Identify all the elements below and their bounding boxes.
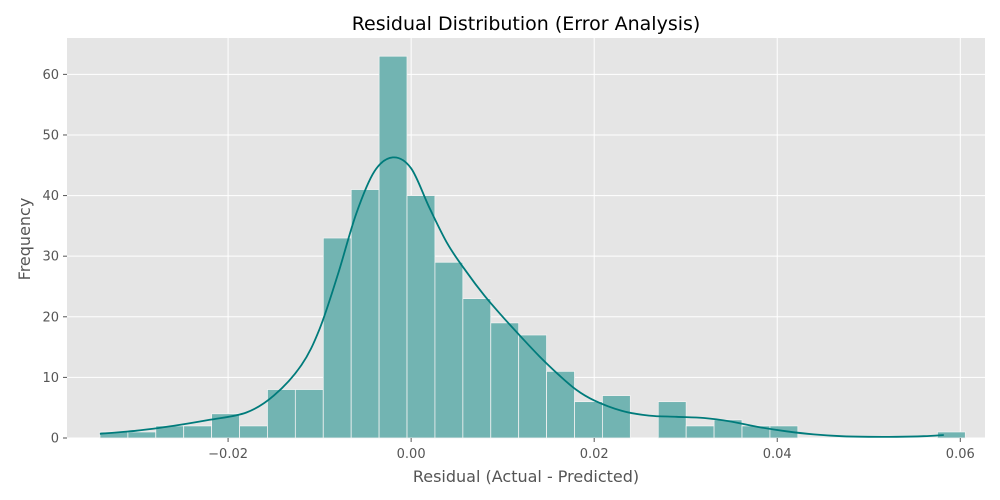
y-tick-label: 10 <box>42 371 59 386</box>
histogram-bar <box>350 189 380 439</box>
histogram-bar <box>434 261 464 439</box>
histogram-bar <box>546 370 575 439</box>
histogram-bar <box>602 395 631 439</box>
histogram-bar <box>183 425 213 439</box>
histogram-bars <box>99 55 966 439</box>
histogram-bar <box>685 425 715 439</box>
axis-ticks: 0 10 20 30 40 50 60 −0.02 0.00 0.02 0.04 0.06 <box>42 68 974 462</box>
x-tick-label: 0.02 <box>580 447 609 462</box>
y-tick-label: 50 <box>42 128 59 143</box>
histogram-bar <box>239 425 268 439</box>
chart-title: Residual Distribution (Error Analysis) <box>352 13 701 35</box>
x-tick-label: −0.02 <box>208 447 248 462</box>
histogram-bar <box>294 389 324 439</box>
histogram-bar <box>406 195 436 439</box>
histogram-bar <box>322 237 352 439</box>
x-tick-label: 0.04 <box>763 447 792 462</box>
y-tick-label: 40 <box>42 189 59 204</box>
x-tick-label: 0.00 <box>397 447 426 462</box>
histogram-bar <box>490 322 520 439</box>
histogram-bar <box>378 55 408 439</box>
histogram-bar <box>462 298 492 439</box>
histogram-bar <box>127 431 157 439</box>
y-tick-label: 0 <box>51 432 59 447</box>
histogram-bar <box>657 401 687 439</box>
x-tick-label: 0.06 <box>946 447 975 462</box>
y-tick-label: 20 <box>42 310 59 325</box>
histogram-bar <box>518 334 547 439</box>
x-axis-title: Residual (Actual - Predicted) <box>413 467 639 486</box>
kde-curve <box>99 156 944 438</box>
histogram-bar <box>574 401 603 439</box>
y-axis-title: Frequency <box>15 198 34 281</box>
y-tick-label: 60 <box>42 68 59 83</box>
y-tick-label: 30 <box>42 250 59 265</box>
